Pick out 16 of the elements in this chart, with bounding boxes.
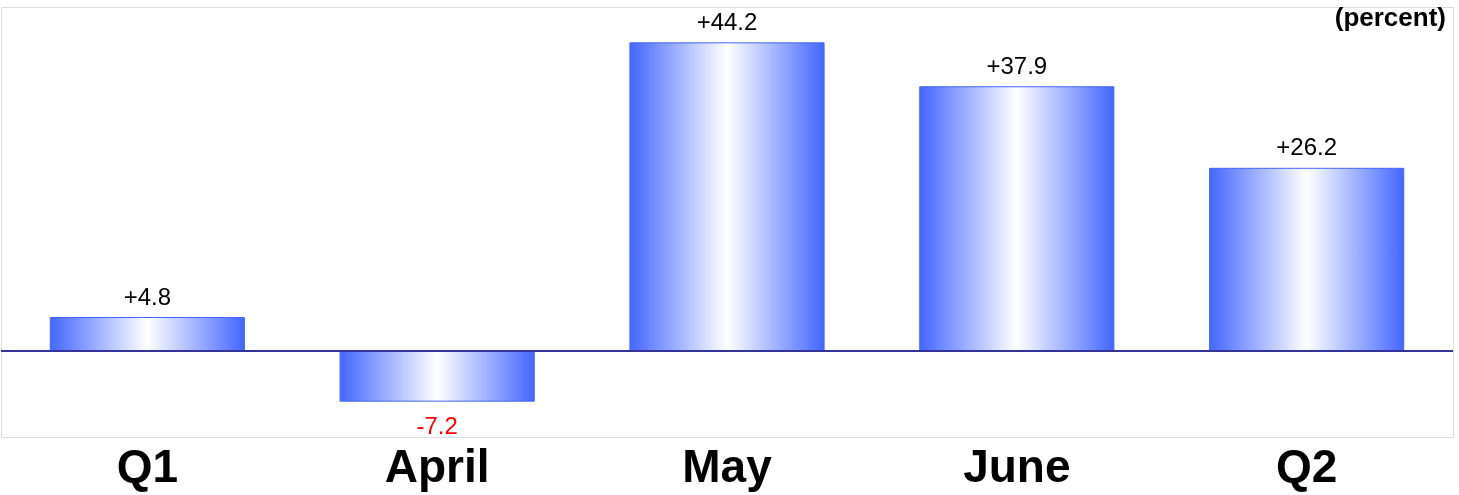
x-tick-label: Q1 — [116, 439, 179, 492]
x-tick-label: May — [682, 439, 773, 492]
x-tick-label: June — [963, 439, 1071, 492]
bar — [339, 350, 535, 402]
x-tick-label: Q2 — [1275, 439, 1338, 492]
data-label: -7.2 — [416, 412, 458, 440]
data-label: +37.9 — [986, 51, 1048, 79]
bar — [919, 86, 1115, 352]
y-axis-title: (percent) — [1334, 2, 1446, 32]
x-tick-label: April — [384, 439, 490, 492]
data-label: +4.8 — [123, 282, 172, 310]
bar — [1209, 167, 1405, 352]
bar — [629, 42, 825, 352]
data-label: +44.2 — [696, 7, 758, 35]
bar — [49, 317, 245, 352]
data-label: +26.2 — [1276, 133, 1338, 161]
